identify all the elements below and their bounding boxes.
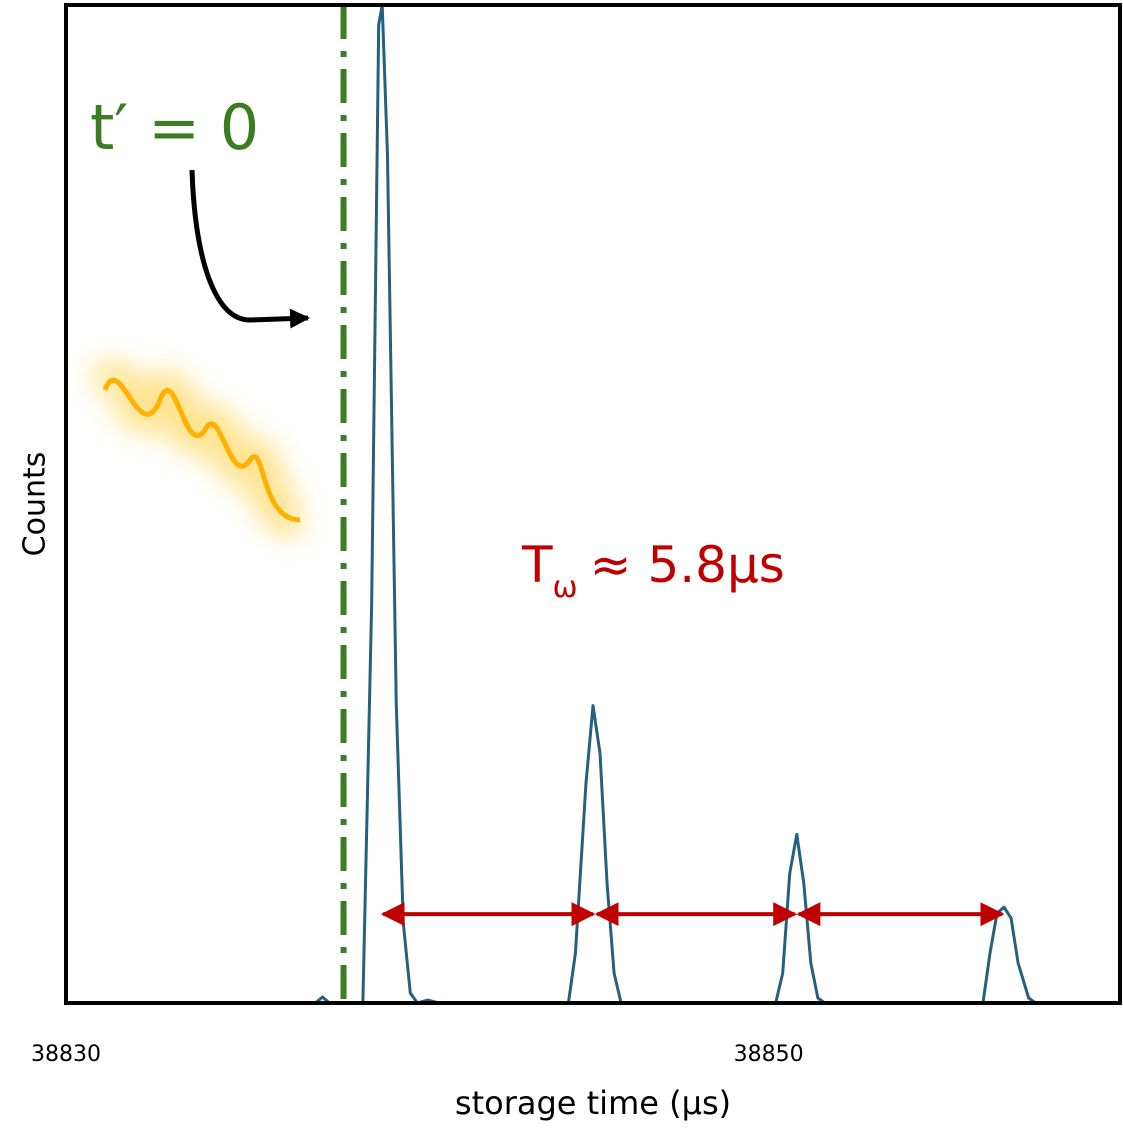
- period-value: ≈ 5.8µs: [590, 536, 785, 594]
- photon-icon: [86, 360, 304, 540]
- series-line: [283, 3, 1120, 1005]
- x-tick-label: 38830: [31, 1042, 101, 1067]
- period-subscript: ω: [553, 570, 578, 605]
- reference-label: t′ = 0: [90, 91, 259, 164]
- period-symbol: T: [521, 536, 553, 594]
- period-label: Tω ≈ 5.8µs: [521, 536, 785, 605]
- x-tick-label: 38850: [734, 1042, 804, 1067]
- y-axis-label: Counts: [18, 452, 53, 557]
- pointer-arrow: [189, 169, 310, 329]
- x-axis-label: storage time (µs): [455, 1084, 731, 1122]
- plot-frame: [64, 3, 1122, 1005]
